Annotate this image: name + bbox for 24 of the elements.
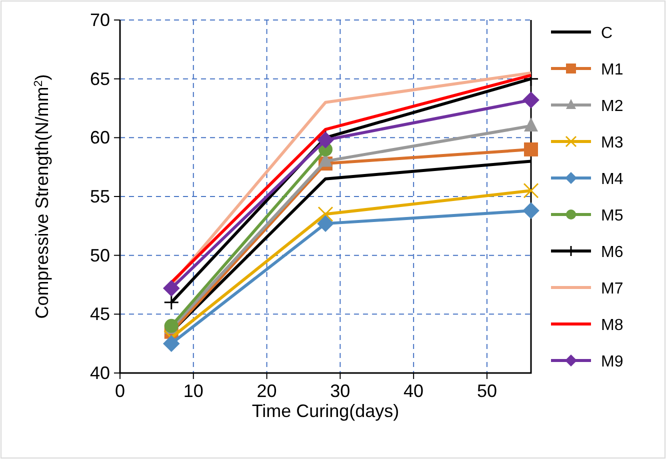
x-tick-label: 10 [183,381,204,401]
x-tick-label: 20 [256,381,277,401]
y-tick-label: 60 [90,128,110,148]
y-tick-label: 55 [90,186,110,206]
y-tick-label: 40 [90,363,110,383]
y-tick-label: 65 [90,68,110,89]
x-axis-title: Time Curing(days) [252,401,400,421]
y-tick-label: 70 [90,10,110,30]
x-tick-label: 30 [330,381,350,401]
y-tick-label: 50 [90,245,110,266]
legend-label: M5 [601,208,624,224]
x-tick-label: 0 [114,381,126,401]
legend-label: M4 [601,171,624,188]
legend-label: M3 [601,134,624,152]
legend-label: M6 [601,244,624,261]
x-tick-label: 50 [476,381,497,401]
legend-label: M8 [601,317,624,334]
legend-label: C [601,25,613,42]
x-tick-label: 40 [404,381,424,401]
legend-label: M1 [601,62,624,78]
legend-label: M2 [601,98,624,115]
legend-label: M9 [601,354,624,370]
legend-label: M7 [601,280,624,298]
y-tick-label: 45 [90,304,110,324]
